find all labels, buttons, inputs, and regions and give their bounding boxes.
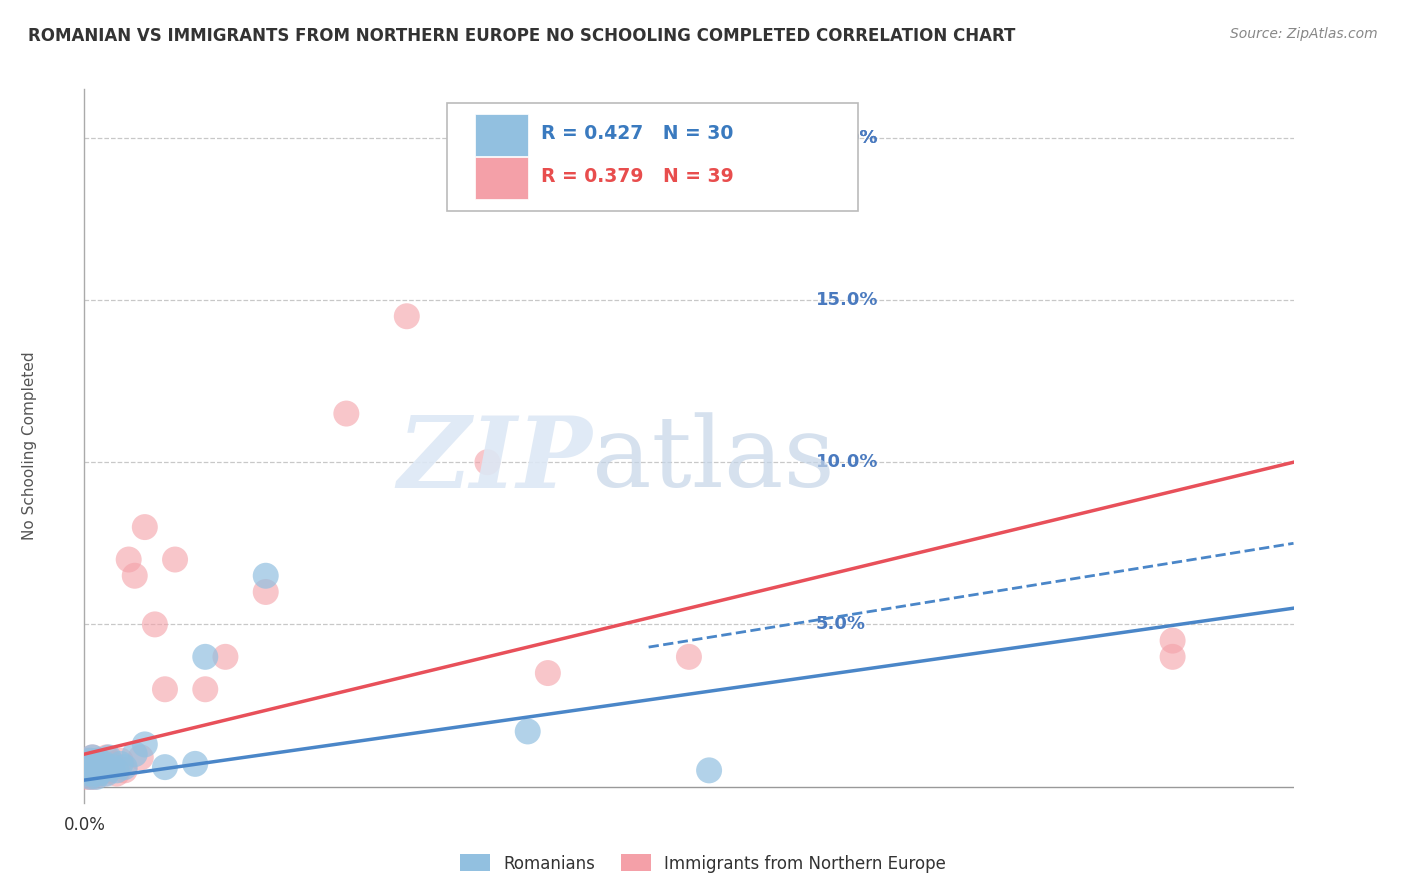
Text: 15.0%: 15.0%: [815, 291, 879, 309]
Point: [153, 760, 176, 774]
Text: atlas: atlas: [592, 412, 835, 508]
Point: [82, 764, 104, 778]
Text: 10.0%: 10.0%: [815, 453, 879, 471]
Point: [77, 754, 100, 768]
Point: [697, 764, 720, 778]
Text: 0.0%: 0.0%: [63, 815, 105, 834]
Point: [86, 760, 108, 774]
Point: [77, 756, 100, 771]
Text: 20.0%: 20.0%: [815, 128, 879, 147]
Point: [105, 764, 128, 778]
Point: [77, 766, 100, 780]
Point: [89, 764, 111, 778]
Point: [118, 552, 141, 566]
Point: [254, 585, 277, 599]
Point: [134, 520, 156, 534]
Point: [79, 756, 101, 771]
FancyBboxPatch shape: [475, 157, 529, 200]
Point: [105, 766, 128, 780]
Point: [110, 756, 132, 771]
Point: [395, 310, 418, 324]
Point: [114, 764, 136, 778]
Point: [516, 724, 538, 739]
Point: [214, 649, 236, 664]
Point: [124, 568, 146, 582]
Text: Source: ZipAtlas.com: Source: ZipAtlas.com: [1230, 27, 1378, 41]
Point: [89, 760, 111, 774]
Legend: Romanians, Immigrants from Northern Europe: Romanians, Immigrants from Northern Euro…: [454, 847, 952, 880]
Point: [87, 754, 110, 768]
Point: [254, 568, 277, 582]
Point: [110, 754, 132, 768]
Text: R = 0.379   N = 39: R = 0.379 N = 39: [541, 167, 734, 186]
Point: [114, 760, 136, 774]
Point: [83, 756, 105, 771]
Point: [143, 617, 166, 632]
Point: [184, 756, 207, 771]
Point: [101, 760, 124, 774]
Point: [79, 770, 101, 784]
Point: [477, 455, 499, 469]
Text: ROMANIAN VS IMMIGRANTS FROM NORTHERN EUROPE NO SCHOOLING COMPLETED CORRELATION C: ROMANIAN VS IMMIGRANTS FROM NORTHERN EUR…: [28, 27, 1015, 45]
Point: [1161, 649, 1184, 664]
FancyBboxPatch shape: [447, 103, 858, 211]
Point: [83, 766, 105, 780]
Point: [93, 766, 115, 780]
Text: No Schooling Completed: No Schooling Completed: [22, 351, 38, 541]
FancyBboxPatch shape: [475, 114, 529, 156]
Point: [79, 754, 101, 768]
Text: ZIP: ZIP: [398, 412, 592, 508]
Point: [83, 770, 105, 784]
Point: [153, 682, 176, 697]
Point: [678, 649, 700, 664]
Point: [96, 766, 118, 780]
Point: [129, 750, 152, 764]
Point: [82, 750, 104, 764]
Point: [86, 764, 108, 778]
Point: [83, 756, 105, 771]
Point: [87, 766, 110, 780]
Point: [335, 407, 357, 421]
Point: [87, 766, 110, 780]
Point: [75, 764, 97, 778]
Text: 5.0%: 5.0%: [815, 615, 866, 633]
Point: [77, 766, 100, 780]
Point: [1161, 633, 1184, 648]
Point: [86, 770, 108, 784]
Point: [79, 770, 101, 784]
Point: [82, 764, 104, 778]
Point: [93, 756, 115, 771]
Point: [97, 764, 120, 778]
Point: [537, 666, 560, 681]
Point: [101, 756, 124, 771]
Point: [96, 750, 118, 764]
Point: [134, 738, 156, 752]
Text: 20.0%: 20.0%: [815, 128, 879, 147]
Point: [97, 750, 120, 764]
Point: [87, 754, 110, 768]
Point: [165, 552, 187, 566]
Point: [194, 649, 217, 664]
Point: [124, 747, 146, 761]
Point: [91, 764, 114, 778]
Point: [82, 750, 104, 764]
Point: [194, 682, 217, 697]
Point: [75, 770, 97, 784]
Point: [91, 756, 114, 771]
Text: R = 0.427   N = 30: R = 0.427 N = 30: [541, 123, 734, 143]
Point: [75, 760, 97, 774]
